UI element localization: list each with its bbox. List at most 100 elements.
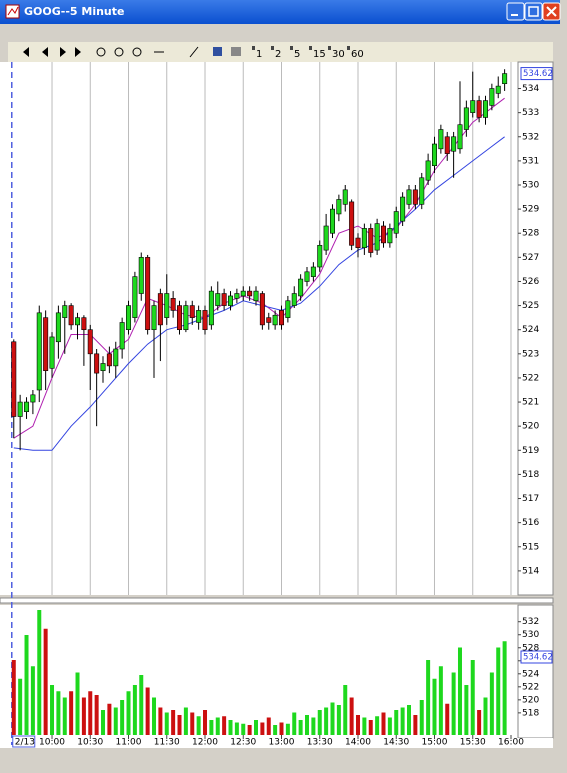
volume-bar xyxy=(317,710,322,735)
zoom-buttons[interactable] xyxy=(96,46,199,58)
x-tick-label: 14:00 xyxy=(345,738,371,748)
candle-body xyxy=(94,353,100,374)
period-button[interactable]: 30 xyxy=(332,49,345,60)
volume-bar xyxy=(305,715,310,735)
volume-axis xyxy=(517,604,554,739)
period-button[interactable]: 2 xyxy=(275,49,281,60)
volume-bar xyxy=(273,725,278,735)
candle-body xyxy=(253,290,259,302)
tool-icon[interactable] xyxy=(213,47,222,56)
volume-bar xyxy=(298,720,303,735)
candle-body xyxy=(221,293,227,306)
x-tick-label: 14:30 xyxy=(383,738,409,748)
volume-bar xyxy=(43,628,48,735)
volume-bar xyxy=(483,697,488,735)
candle-body xyxy=(349,201,355,246)
candle-body xyxy=(272,314,278,326)
period-button[interactable]: 15 xyxy=(313,49,326,60)
y-tick-label: 532 xyxy=(522,132,539,142)
minimize-button[interactable] xyxy=(506,2,525,21)
last-price-box xyxy=(520,650,553,664)
y-tick-label: 516 xyxy=(522,518,539,528)
y-tick-label: 523 xyxy=(522,349,539,359)
y-tick-label: 519 xyxy=(522,446,539,456)
volume-axis-label: 524 xyxy=(522,669,539,679)
candle-body xyxy=(119,322,125,350)
volume-bar xyxy=(387,717,392,735)
candle-body xyxy=(482,100,488,118)
tool-icon[interactable] xyxy=(231,47,241,56)
x-tick-label: 12:30 xyxy=(230,738,256,748)
volume-bar xyxy=(464,685,469,735)
volume-bar xyxy=(222,716,227,735)
candle-body xyxy=(62,305,68,318)
title-bar xyxy=(0,0,560,24)
volume-bar xyxy=(247,725,252,735)
volume-bar xyxy=(11,660,16,735)
candle-body xyxy=(106,353,112,367)
volume-bar xyxy=(457,647,462,735)
candle-body xyxy=(11,341,17,417)
candle-body xyxy=(145,257,151,331)
y-tick-label: 526 xyxy=(522,277,539,287)
volume-bar xyxy=(496,647,501,735)
volume-bar xyxy=(336,705,341,735)
candle-body xyxy=(183,305,189,331)
volume-bar xyxy=(196,716,201,735)
app-icon xyxy=(5,4,20,19)
period-button[interactable]: 1 xyxy=(256,49,262,60)
candle-body xyxy=(304,271,310,282)
volume-bar xyxy=(266,717,271,735)
candle-body xyxy=(387,228,393,244)
volume-bar xyxy=(394,710,399,735)
volume-bar xyxy=(419,700,424,735)
volume-bar xyxy=(451,672,456,735)
plot: 10:00 10:30 11:00 11:30 12:00 12:30 13:00 13:30… xyxy=(11,62,553,748)
volume-bar xyxy=(145,687,150,735)
volume-bar xyxy=(139,675,144,735)
volume-bar xyxy=(209,720,214,735)
candle-body xyxy=(291,293,297,306)
volume-bar xyxy=(81,697,86,735)
volume-bar xyxy=(24,635,29,735)
candle-body xyxy=(259,293,265,326)
period-button[interactable]: 5 xyxy=(294,49,300,60)
candle-body xyxy=(17,401,23,417)
candle-body xyxy=(419,177,425,205)
volume-bar xyxy=(426,660,431,735)
y-tick-label: 534 xyxy=(522,84,539,94)
x-tick-label: 11:00 xyxy=(116,738,142,748)
last-price-box xyxy=(520,67,553,81)
candle-body xyxy=(438,129,444,150)
volume-bar xyxy=(324,707,329,735)
nav-buttons[interactable] xyxy=(22,47,82,57)
volume-axis-label: 522 xyxy=(522,682,539,692)
toolbar xyxy=(8,42,553,62)
date-label: 2/13 xyxy=(15,738,35,748)
volume-bar xyxy=(228,720,233,735)
candle-body xyxy=(157,293,163,326)
volume-bar xyxy=(69,691,74,735)
candle-body xyxy=(196,310,202,323)
candle-body xyxy=(100,363,106,372)
y-tick-label: 533 xyxy=(522,108,539,118)
candle-body xyxy=(55,312,61,343)
maximize-button[interactable] xyxy=(524,2,543,21)
candle-body xyxy=(30,394,36,403)
volume-bar xyxy=(470,660,475,735)
volume-bar xyxy=(477,710,482,735)
x-tick-label: 10:30 xyxy=(77,738,103,748)
y-tick-label: 531 xyxy=(522,156,539,166)
volume-axis-label: 528 xyxy=(522,643,539,653)
volume-bar xyxy=(355,715,360,735)
volume-bar xyxy=(368,720,373,735)
volume-bar xyxy=(126,691,131,735)
y-tick-label: 524 xyxy=(522,325,539,335)
volume-bar xyxy=(88,691,93,735)
x-tick-label: 13:30 xyxy=(307,738,333,748)
period-button[interactable]: 60 xyxy=(351,49,364,60)
candle-body xyxy=(164,293,170,318)
candle-body xyxy=(380,225,386,244)
candle-body xyxy=(463,107,469,130)
candle-body xyxy=(36,312,42,391)
